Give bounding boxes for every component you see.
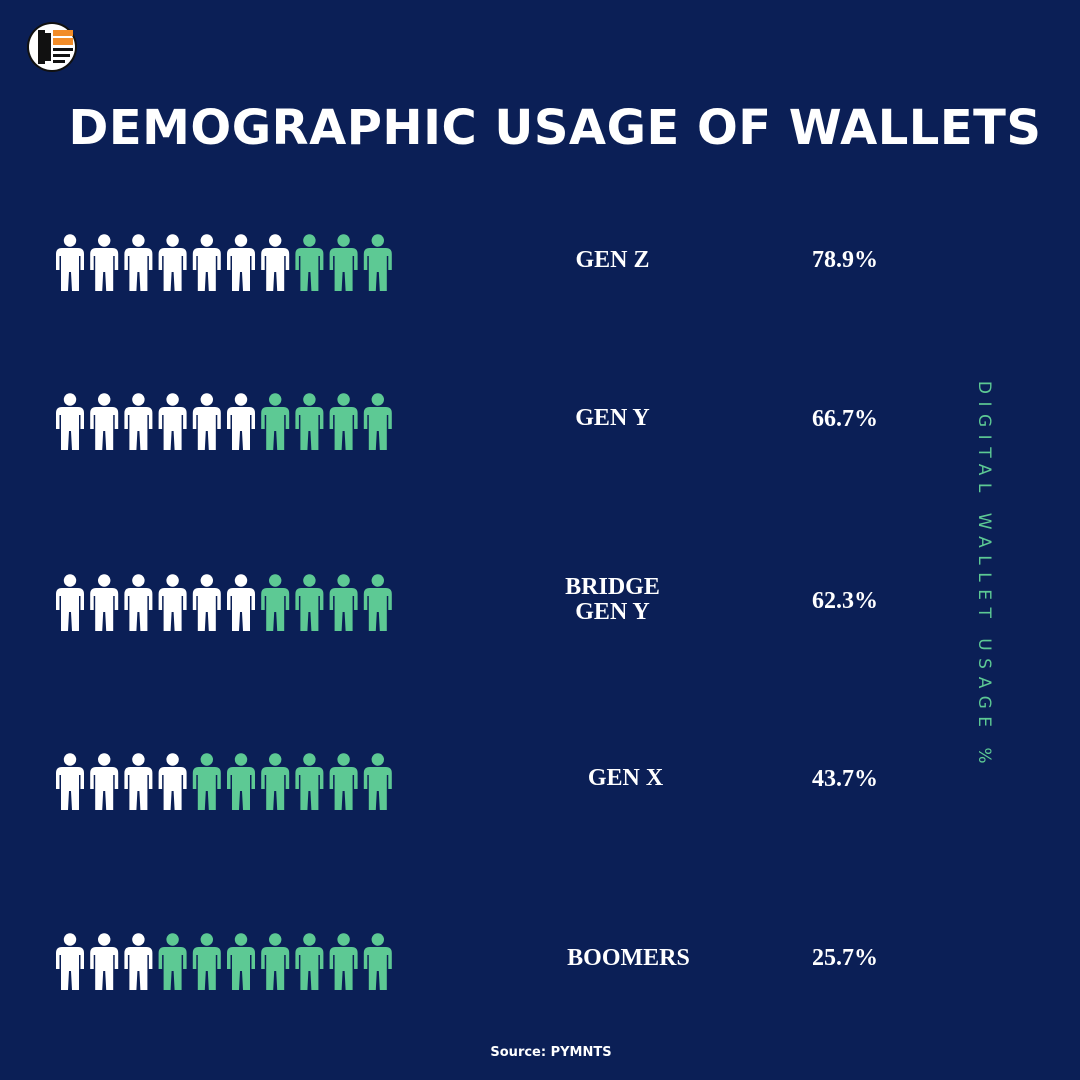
person-icon: [261, 234, 290, 291]
person-icon: [295, 753, 324, 810]
category-label: GEN Z: [575, 247, 650, 273]
person-icon: [192, 234, 221, 291]
pictograph-icons: [56, 753, 392, 810]
value-label: 66.7%: [812, 406, 878, 432]
person-icon: [329, 393, 358, 450]
person-icon: [56, 574, 84, 631]
person-icon: [329, 574, 358, 631]
person-icon: [295, 574, 324, 631]
person-icon: [56, 393, 84, 450]
person-icon: [124, 393, 153, 450]
axis-label: DIGITAL WALLET USAGE %: [974, 380, 994, 772]
person-icon: [158, 933, 187, 990]
person-icon: [158, 393, 187, 450]
person-icon: [261, 753, 290, 810]
person-icon: [261, 574, 290, 631]
person-icon: [329, 234, 358, 291]
category-label: GEN X: [587, 765, 664, 791]
value-label: 25.7%: [812, 945, 878, 971]
person-icon: [90, 753, 119, 810]
person-icon: [90, 574, 119, 631]
person-icon: [192, 753, 221, 810]
person-icon: [56, 753, 84, 810]
person-icon: [56, 234, 84, 291]
value-label: 62.3%: [812, 588, 878, 614]
person-icon: [192, 933, 221, 990]
person-icon: [329, 933, 358, 990]
demographic-row: GEN X 43.7%: [0, 753, 1080, 873]
person-icon: [363, 753, 392, 810]
brand-logo-icon: [27, 22, 77, 72]
person-icon: [90, 933, 119, 990]
category-label: BOOMERS: [567, 945, 690, 971]
demographic-row: BOOMERS 25.7%: [0, 933, 1080, 1053]
person-icon: [295, 234, 324, 291]
pictograph-icons: [56, 574, 392, 631]
person-icon: [158, 753, 187, 810]
person-icon: [295, 393, 324, 450]
demographic-row: BRIDGE GEN Y 62.3%: [0, 574, 1080, 694]
page-title: DEMOGRAPHIC USAGE OF WALLETS: [68, 100, 1042, 156]
category-label: GEN Y: [575, 405, 650, 431]
source-note: Source: PYMNTS: [490, 1045, 612, 1060]
person-icon: [90, 234, 119, 291]
person-icon: [124, 234, 153, 291]
demographic-row: GEN Z 78.9%: [0, 234, 1080, 354]
person-icon: [261, 393, 290, 450]
person-icon: [124, 933, 153, 990]
person-icon: [363, 234, 392, 291]
person-icon: [158, 234, 187, 291]
pictograph-icons: [56, 234, 392, 291]
person-icon: [227, 393, 255, 450]
person-icon: [124, 753, 153, 810]
person-icon: [329, 753, 358, 810]
person-icon: [227, 574, 255, 631]
person-icon: [227, 234, 255, 291]
person-icon: [227, 933, 255, 990]
demographic-row: GEN Y 66.7%: [0, 393, 1080, 513]
person-icon: [158, 574, 187, 631]
person-icon: [192, 393, 221, 450]
person-icon: [363, 393, 392, 450]
pictograph-icons: [56, 933, 392, 990]
person-icon: [56, 933, 84, 990]
person-icon: [261, 933, 290, 990]
value-label: 43.7%: [812, 766, 878, 792]
person-icon: [363, 574, 392, 631]
person-icon: [295, 933, 324, 990]
person-icon: [363, 933, 392, 990]
value-label: 78.9%: [812, 247, 878, 273]
category-label: BRIDGE GEN Y: [565, 574, 660, 625]
person-icon: [124, 574, 153, 631]
person-icon: [90, 393, 119, 450]
person-icon: [227, 753, 255, 810]
pictograph-icons: [56, 393, 392, 450]
person-icon: [192, 574, 221, 631]
